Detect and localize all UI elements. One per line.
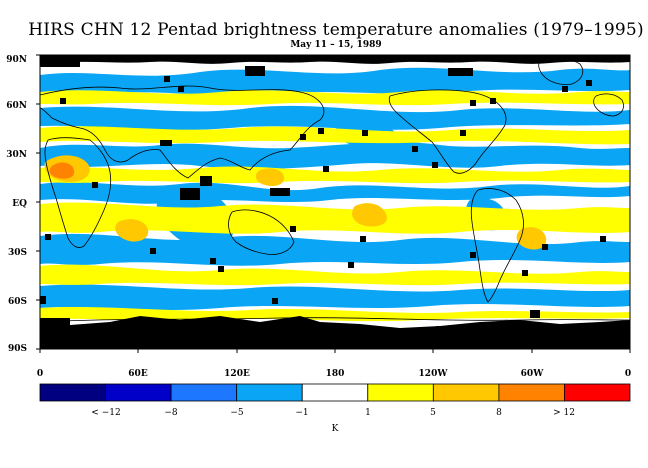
colorbar-label: 1 bbox=[365, 408, 371, 418]
map-title: HIRS CHN 12 Pentad brightness temperatur… bbox=[28, 20, 644, 40]
lat-label-eq: EQ bbox=[12, 199, 27, 209]
colorbar-swatch bbox=[39, 383, 106, 402]
positive-anomaly-regions bbox=[40, 90, 630, 322]
lon-label-60e: 60E bbox=[128, 369, 148, 379]
colorbar-swatch bbox=[170, 383, 238, 402]
colorbar-swatch bbox=[498, 383, 565, 402]
colorbar-swatch bbox=[236, 383, 303, 402]
colorbar-label: −8 bbox=[164, 408, 178, 418]
lat-label-60s: 60S bbox=[8, 297, 27, 307]
lon-label-0-right: 0 bbox=[625, 369, 631, 379]
lat-label-60n: 60N bbox=[6, 101, 27, 111]
colorbar-label: −5 bbox=[230, 408, 244, 418]
colorbar-swatch bbox=[301, 383, 369, 402]
colorbar-label: 8 bbox=[496, 408, 502, 418]
colorbar-label: < −12 bbox=[91, 408, 120, 418]
lon-labels: 0 60E 120E 180 120W 60W 0 bbox=[37, 369, 631, 379]
colorbar bbox=[39, 383, 631, 402]
colorbar-swatch bbox=[432, 383, 500, 402]
missing-data-regions bbox=[40, 55, 630, 349]
lat-ticks bbox=[36, 54, 40, 350]
colorbar-label: > 12 bbox=[553, 408, 575, 418]
lat-label-30n: 30N bbox=[6, 150, 27, 160]
lon-label-60w: 60W bbox=[521, 369, 545, 379]
colorbar-swatch bbox=[367, 383, 434, 402]
lat-labels: 90N 60N 30N EQ 30S 60S 90S bbox=[6, 55, 27, 354]
lat-label-90s: 90S bbox=[8, 344, 27, 354]
lat-label-30s: 30S bbox=[8, 248, 27, 258]
lon-ticks bbox=[39, 349, 631, 353]
colorbar-label: −1 bbox=[295, 408, 308, 418]
colorbar-label: 5 bbox=[430, 408, 436, 418]
map-subtitle: May 11 – 15, 1989 bbox=[290, 40, 382, 50]
colorbar-unit: K bbox=[332, 424, 339, 434]
lat-label-90n: 90N bbox=[6, 55, 27, 65]
lon-label-120w: 120W bbox=[419, 369, 449, 379]
colorbar-swatch bbox=[564, 383, 631, 402]
coastlines bbox=[40, 57, 630, 323]
very-strong-positive-anomaly-regions bbox=[49, 162, 75, 179]
colorbar-labels: < −12 −8 −5 −1 1 5 8 > 12 bbox=[91, 408, 575, 418]
anomaly-field bbox=[40, 55, 630, 349]
colorbar-swatch bbox=[105, 383, 172, 402]
lon-label-0-left: 0 bbox=[37, 369, 43, 379]
lon-label-120e: 120E bbox=[224, 369, 250, 379]
lon-label-180: 180 bbox=[326, 369, 345, 379]
